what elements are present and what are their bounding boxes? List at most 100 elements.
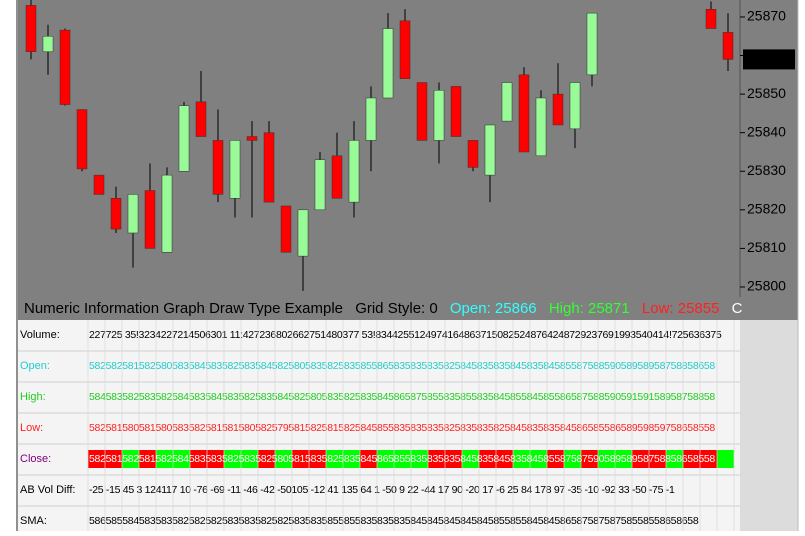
close-cell xyxy=(496,450,513,468)
candle-body xyxy=(569,82,581,130)
candle-body xyxy=(450,86,462,137)
close-cell xyxy=(190,450,207,468)
header: Numeric Information Graph Draw Type Exam… xyxy=(24,300,743,317)
row-label: AB Vol Diff: xyxy=(20,484,75,496)
close-cell xyxy=(462,450,479,468)
candle-body xyxy=(161,174,173,253)
close-cell xyxy=(394,450,411,468)
close-cell xyxy=(428,450,445,468)
candles xyxy=(25,0,734,291)
close-cell xyxy=(445,450,462,468)
info-table: Volume: 227725 35!3234227214506301 11:427… xyxy=(18,320,740,531)
close-cell xyxy=(292,450,309,468)
y-tick-label: 25820 xyxy=(747,201,786,217)
candle-body xyxy=(42,36,54,52)
grid-style: Grid Style: 0 xyxy=(355,300,438,317)
y-tick-label: 25800 xyxy=(747,278,786,294)
close-cell xyxy=(581,450,598,468)
last-price-label: 25859 xyxy=(746,50,785,66)
candle-body xyxy=(467,140,479,168)
close-cell xyxy=(326,450,343,468)
close-cell xyxy=(343,450,360,468)
close-cell xyxy=(173,450,190,468)
candle-body xyxy=(484,124,496,176)
candle-body xyxy=(229,140,241,199)
close-cell xyxy=(241,450,258,468)
header-open: Open: 25866 xyxy=(450,300,537,317)
candle-body xyxy=(314,159,326,211)
close-cell xyxy=(598,450,615,468)
candle-body xyxy=(246,136,258,141)
candle-body xyxy=(127,194,139,234)
candle-body xyxy=(416,82,428,141)
table-side xyxy=(740,320,798,531)
candle-body xyxy=(433,90,445,141)
close-cell xyxy=(547,450,564,468)
row-label: Close: xyxy=(20,453,51,465)
close-cell xyxy=(649,450,666,468)
close-cell xyxy=(683,450,700,468)
candle-body xyxy=(76,109,88,170)
close-cell xyxy=(530,450,547,468)
candle-body xyxy=(722,32,734,60)
candle-body xyxy=(212,140,224,195)
y-tick-label: 25810 xyxy=(747,239,786,255)
row-label: Low: xyxy=(20,422,43,434)
y-tick-label: 25850 xyxy=(747,85,786,101)
y-tick-label: 25840 xyxy=(747,123,786,139)
close-cell xyxy=(479,450,496,468)
candle-body xyxy=(552,93,564,126)
close-cell xyxy=(224,450,241,468)
row-label: SMA: xyxy=(20,515,47,527)
row-values: 5825825815825805835845835825835845825805… xyxy=(89,360,715,372)
candle-body xyxy=(501,82,513,122)
close-cell xyxy=(513,450,530,468)
candle-body xyxy=(110,198,122,230)
header-low: Low: 25855 xyxy=(642,300,720,317)
y-tick-label: 25830 xyxy=(747,162,786,178)
table-background xyxy=(18,320,740,531)
candle-body xyxy=(59,29,71,105)
close-cell xyxy=(360,450,377,468)
candle-body xyxy=(263,132,275,203)
row-values: -25 -15 45 3 124117 10 -76 -69 -11 -46 -… xyxy=(89,484,675,496)
close-cell xyxy=(122,450,139,468)
row-values: 5825815805815805835825815815805825795815… xyxy=(89,422,715,434)
candle-body xyxy=(586,12,598,76)
row-values: 227725 35!3234227214506301 11:4272368026… xyxy=(89,329,722,341)
close-cell xyxy=(411,450,428,468)
row-label: Open: xyxy=(20,360,50,372)
candle-body xyxy=(280,205,292,253)
row-values: 5845835825835825845835845835825835845825… xyxy=(89,391,715,403)
close-cell xyxy=(666,450,683,468)
close-cell xyxy=(156,450,173,468)
candle-body xyxy=(365,97,377,141)
candle-body xyxy=(348,140,360,203)
close-cell xyxy=(139,450,156,468)
row-values: 5825815825815825845835835825835825805815… xyxy=(89,453,715,465)
close-cell xyxy=(717,450,734,468)
header-high: High: 25871 xyxy=(549,300,630,317)
candle-body xyxy=(331,155,343,199)
header-title: Numeric Information Graph Draw Type Exam… xyxy=(24,300,343,317)
header-close: C xyxy=(732,300,743,317)
candle-body xyxy=(178,105,190,172)
candle-body xyxy=(195,101,207,137)
close-cell xyxy=(258,450,275,468)
close-cell xyxy=(632,450,649,468)
candle-body xyxy=(25,5,37,52)
close-cell xyxy=(564,450,581,468)
candle-body xyxy=(93,174,105,195)
candle-body xyxy=(535,97,547,157)
candle-body xyxy=(144,190,156,249)
last-price-box xyxy=(743,49,795,70)
close-cell xyxy=(309,450,326,468)
y-tick-label: 25870 xyxy=(747,8,786,24)
row-label: Volume: xyxy=(20,329,60,341)
candle-body xyxy=(518,74,530,153)
close-cell xyxy=(615,450,632,468)
close-cell xyxy=(275,450,292,468)
candle-body xyxy=(399,20,411,79)
close-cell xyxy=(377,450,394,468)
